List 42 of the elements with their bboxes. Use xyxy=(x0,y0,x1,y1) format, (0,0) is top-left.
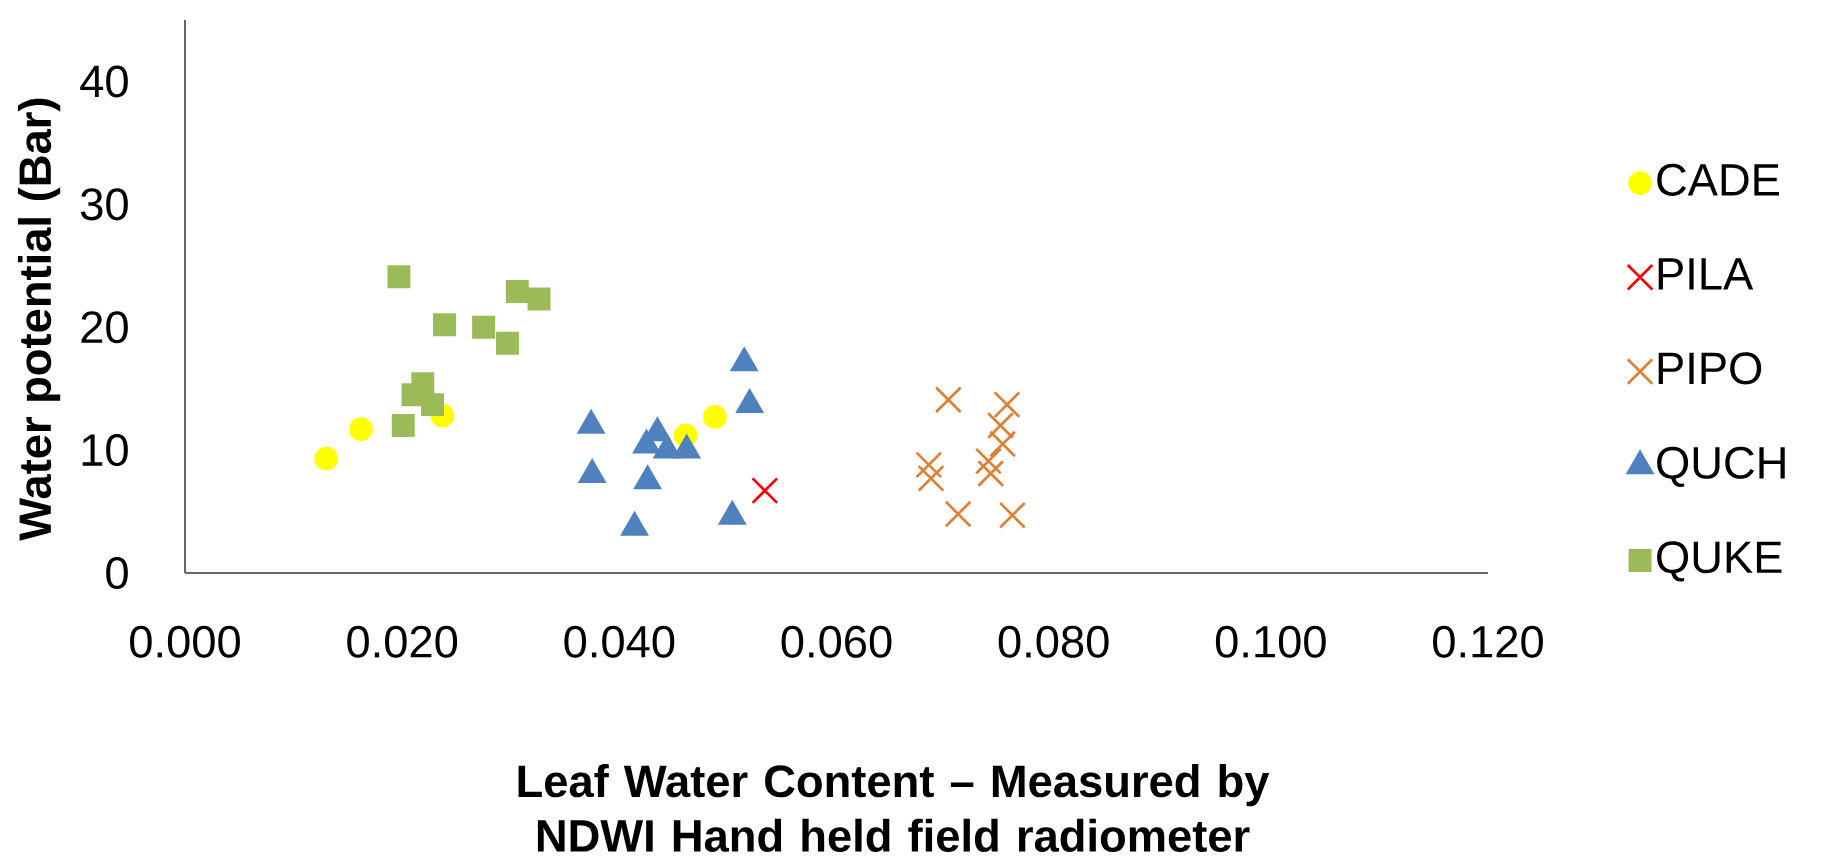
y-tick-label: 40 xyxy=(80,65,128,98)
x-tick-label: 0.060 xyxy=(781,625,892,658)
point xyxy=(989,430,1017,458)
point xyxy=(993,391,1021,419)
point xyxy=(391,414,415,437)
point xyxy=(421,393,445,417)
point xyxy=(974,447,1003,475)
x-axis-title: Leaf Water Content – Measured by NDWI Hand held field radiometer xyxy=(518,763,1270,852)
point xyxy=(703,405,727,429)
point xyxy=(751,477,779,505)
y-tick-label: 20 xyxy=(81,311,128,344)
point xyxy=(934,386,962,414)
legend-label: PILA xyxy=(1658,258,1754,290)
x-tick-label: 0.120 xyxy=(1433,625,1543,658)
x-tick-label: 0.000 xyxy=(130,625,240,658)
point xyxy=(915,451,943,479)
point xyxy=(387,265,411,289)
point xyxy=(433,313,456,337)
point xyxy=(944,500,972,528)
point xyxy=(977,459,1005,488)
point xyxy=(401,383,425,407)
point xyxy=(986,411,1015,440)
point xyxy=(496,331,519,355)
point xyxy=(527,287,551,311)
point xyxy=(349,417,373,442)
y-axis-title: Water potential (Bar) xyxy=(17,98,61,541)
point xyxy=(917,464,945,492)
legend-label: PIPO xyxy=(1658,352,1762,385)
point xyxy=(998,501,1027,529)
point xyxy=(505,280,529,304)
y-tick-label: 30 xyxy=(80,188,128,221)
point xyxy=(314,446,339,471)
x-tick-label: 0.080 xyxy=(998,625,1109,658)
y-tick-label: 0 xyxy=(106,556,128,589)
y-tick-label: 10 xyxy=(82,434,128,467)
x-tick-label: 0.040 xyxy=(564,625,675,658)
legend-label: CADE xyxy=(1657,163,1779,196)
x-tick-label: 0.020 xyxy=(347,625,458,658)
legend-label: QUKE xyxy=(1657,541,1782,582)
x-tick-label: 0.100 xyxy=(1215,625,1326,658)
legend-label: QUCH xyxy=(1657,446,1785,487)
point xyxy=(472,315,496,339)
